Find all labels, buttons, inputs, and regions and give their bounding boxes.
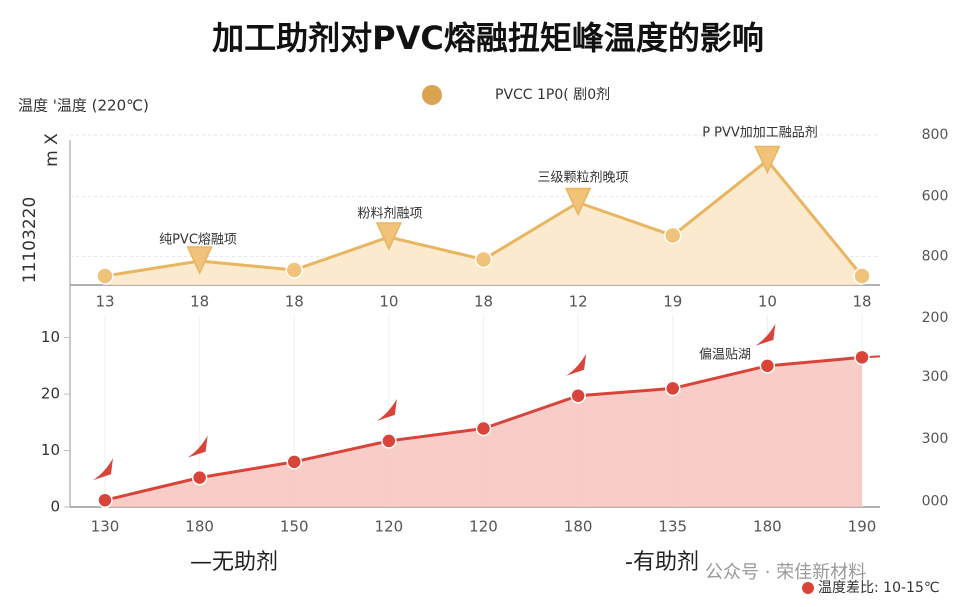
arrow-icon (566, 353, 587, 376)
series-label: —无助剂 (190, 550, 278, 575)
x-tick-label: 130 (91, 518, 120, 536)
annotation: 偏温贴湖 (699, 348, 751, 363)
x-tick-label: 19 (663, 293, 682, 311)
marker (96, 267, 114, 285)
area (105, 160, 862, 285)
annotation: P PVV加加工融品剂 (702, 126, 818, 141)
marker (381, 433, 397, 449)
y-tick-label: 10 (41, 328, 60, 346)
marker (375, 222, 403, 251)
legend-marker (422, 85, 442, 105)
annotation: 粉料剂融项 (357, 207, 422, 222)
annotation: 纯PVC熔融项 (159, 233, 237, 248)
marker (475, 420, 492, 437)
marker (854, 349, 870, 366)
arrow-icon (755, 323, 776, 346)
marker (665, 380, 681, 397)
marker (285, 261, 303, 279)
y-axis-label: 11103220 (20, 197, 40, 284)
watermark: 公众号 · 荣佳新材料 (705, 562, 866, 583)
marker (754, 145, 781, 175)
legend-label: 温度差比: 10-15℃ (818, 580, 940, 596)
arrow-icon (376, 398, 397, 421)
x-tick-label: 13 (95, 293, 114, 311)
y2-tick-label: 800 (922, 127, 949, 143)
legend-label: PVCC 1P0( 剧0剂 (495, 87, 610, 103)
marker (564, 187, 592, 217)
marker (474, 250, 493, 269)
x-tick-label: 190 (848, 518, 877, 536)
x-tick-label: 18 (190, 293, 209, 311)
y2-tick-label: 300 (922, 431, 949, 447)
x-tick-label: 18 (474, 293, 493, 311)
y2-tick-label: 300 (922, 369, 949, 385)
annotation: 三级颗粒剂晚项 (537, 171, 628, 186)
marker (286, 454, 302, 470)
arrow-icon (93, 458, 113, 481)
y-tick-label: 20 (41, 385, 60, 403)
marker (853, 267, 871, 285)
y2-tick-label: 200 (922, 310, 949, 326)
y-tick-label: 0 (50, 498, 60, 516)
y-axis-unit: m X (42, 133, 62, 167)
y-label: 温度 '温度 (220℃) (18, 97, 149, 115)
x-tick-label: 18 (852, 293, 871, 311)
y2-tick-label: 800 (922, 249, 949, 265)
x-tick-label: 180 (753, 518, 782, 536)
marker (186, 246, 213, 275)
series-label: -有助剂 (625, 550, 699, 575)
marker (191, 469, 208, 486)
x-tick-label: 12 (569, 293, 588, 311)
marker (570, 388, 586, 404)
marker (759, 358, 776, 374)
chart-title: 加工助剂对PVC熔融扭矩峰温度的影响 (212, 19, 764, 57)
arrow-icon (187, 435, 208, 458)
x-tick-label: 10 (379, 293, 398, 311)
marker (97, 492, 113, 508)
legend-marker (802, 582, 814, 594)
y-tick-label: 10 (41, 441, 60, 459)
x-tick-label: 135 (658, 518, 687, 536)
x-tick-label: 18 (285, 293, 304, 311)
x-tick-label: 180 (564, 518, 593, 536)
y2-tick-label: 000 (922, 493, 949, 509)
x-tick-label: 150 (280, 518, 309, 536)
x-tick-label: 120 (469, 518, 498, 536)
x-tick-label: 10 (758, 293, 777, 311)
x-tick-label: 180 (185, 518, 214, 536)
marker (664, 226, 682, 245)
y2-tick-label: 600 (922, 189, 949, 205)
x-tick-label: 120 (375, 518, 404, 536)
